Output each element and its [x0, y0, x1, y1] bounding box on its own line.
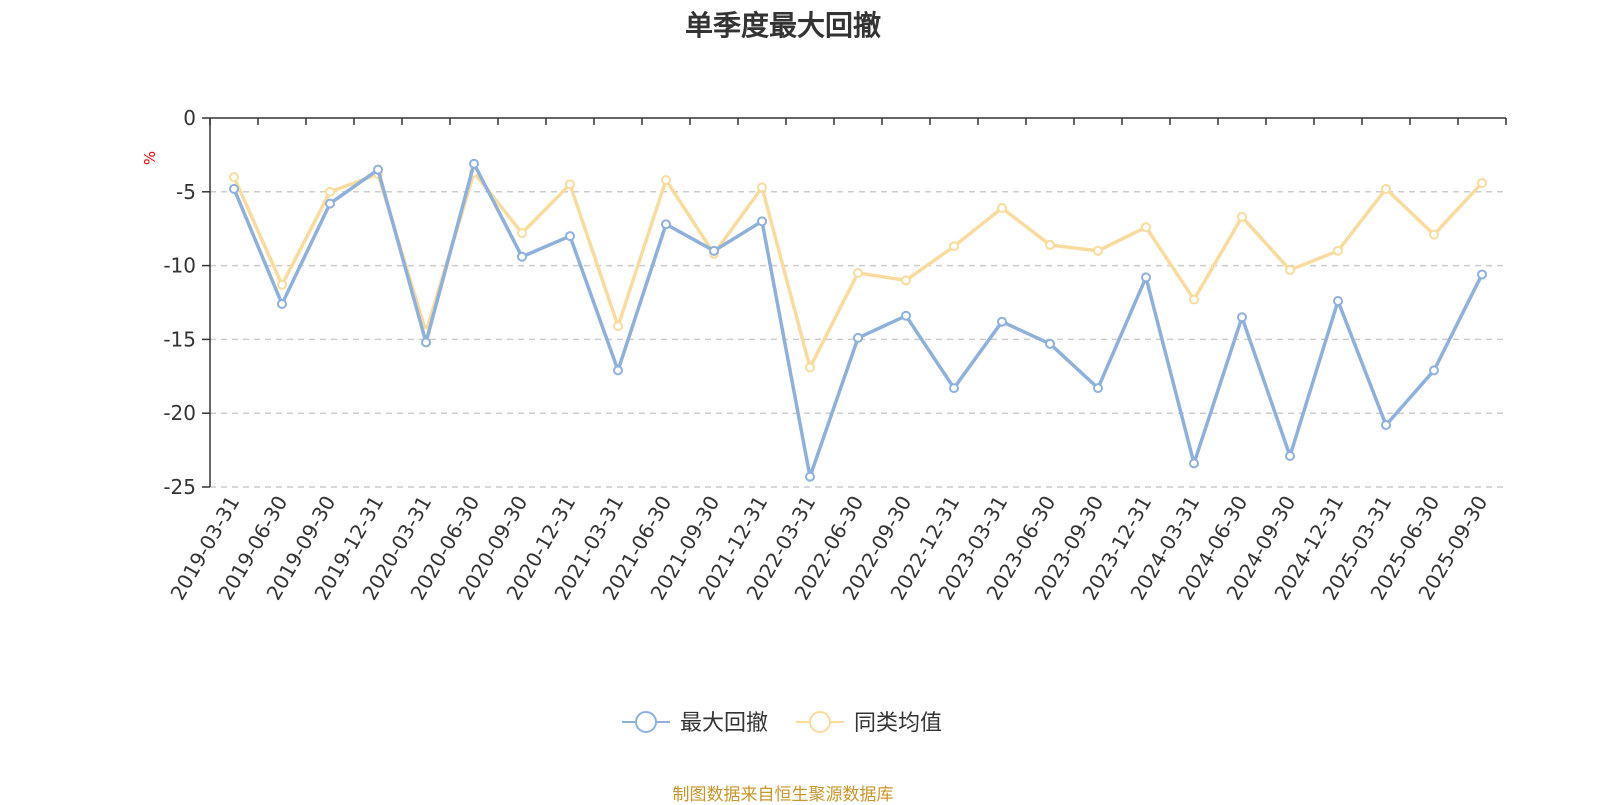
- series-lines: [229, 158, 1487, 482]
- data-point: [949, 241, 959, 252]
- data-point: [1381, 183, 1391, 194]
- legend-label[interactable]: 最大回撤: [680, 711, 768, 736]
- data-point: [565, 179, 575, 190]
- data-point: [1141, 272, 1151, 283]
- data-point: [325, 186, 335, 197]
- data-point: [229, 172, 239, 183]
- data-point: [661, 174, 671, 185]
- data-point: [517, 251, 527, 262]
- y-tick-label: -20: [163, 401, 196, 425]
- y-tick-label: -5: [176, 180, 196, 204]
- data-point: [325, 198, 335, 209]
- data-point: [997, 203, 1007, 214]
- data-point: [1477, 269, 1487, 280]
- data-point: [1333, 296, 1343, 307]
- legend-marker[interactable]: [635, 711, 657, 733]
- data-point: [277, 298, 287, 309]
- data-point: [1477, 177, 1487, 188]
- data-point: [613, 321, 623, 332]
- data-point: [949, 383, 959, 394]
- data-point: [565, 231, 575, 242]
- data-point: [1285, 265, 1295, 276]
- data-point: [805, 471, 815, 482]
- line-chart: 0-5-10-15-20-252019-03-312019-06-302019-…: [141, 106, 1507, 736]
- source-note: 制图数据来自恒生聚源数据库: [672, 785, 894, 805]
- data-point: [469, 158, 479, 169]
- series-line: [232, 162, 1484, 479]
- y-tick-label: -25: [163, 475, 196, 499]
- data-point: [709, 245, 719, 256]
- data-point: [1237, 312, 1247, 323]
- data-point: [853, 332, 863, 343]
- data-point: [1093, 245, 1103, 256]
- data-point: [1141, 222, 1151, 233]
- data-point: [1381, 420, 1391, 431]
- data-point: [757, 182, 767, 193]
- data-point: [805, 362, 815, 373]
- legend-label[interactable]: 同类均值: [854, 711, 942, 736]
- data-point: [613, 365, 623, 376]
- data-point: [421, 337, 431, 348]
- legend: 最大回撤 同类均值: [622, 711, 942, 736]
- data-point: [757, 216, 767, 227]
- data-point: [1045, 239, 1055, 250]
- data-point: [661, 219, 671, 230]
- data-point: [901, 275, 911, 286]
- legend-marker[interactable]: [809, 711, 831, 733]
- data-point: [277, 279, 287, 290]
- y-tick-label: 0: [183, 106, 196, 130]
- y-tick-label: -10: [163, 254, 196, 278]
- data-point: [1429, 365, 1439, 376]
- data-point: [229, 183, 239, 194]
- data-point: [1189, 458, 1199, 469]
- data-point: [997, 316, 1007, 327]
- data-point: [373, 164, 383, 175]
- data-point: [853, 267, 863, 278]
- data-point: [1045, 338, 1055, 349]
- data-point: [901, 310, 911, 321]
- data-point: [1285, 451, 1295, 462]
- y-tick-label: -15: [163, 327, 196, 351]
- y-axis-label: %: [141, 151, 159, 165]
- data-point: [1237, 211, 1247, 222]
- data-point: [1093, 383, 1103, 394]
- data-point: [1189, 294, 1199, 305]
- chart-title: 单季度最大回撤: [684, 9, 881, 42]
- data-point: [517, 228, 527, 239]
- data-point: [1333, 245, 1343, 256]
- data-point: [1429, 229, 1439, 240]
